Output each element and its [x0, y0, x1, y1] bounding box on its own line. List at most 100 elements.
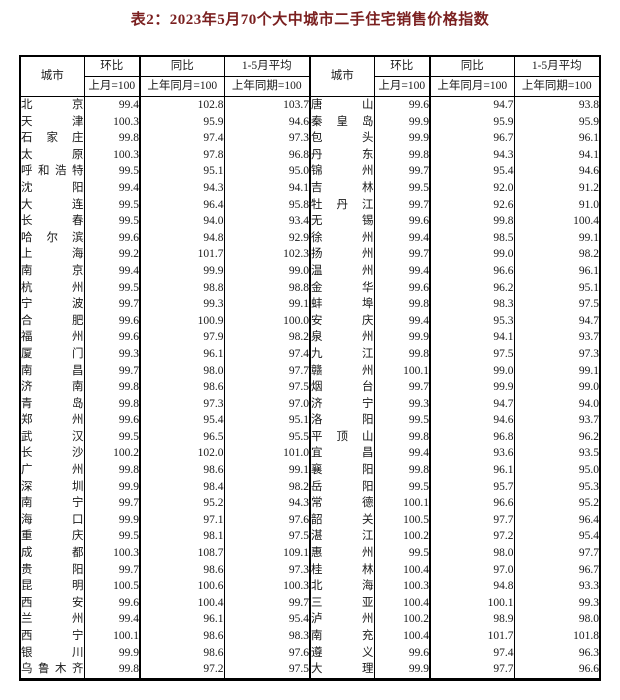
table-row: 青岛 99.8 97.3 97.0 济宁 99.3 94.7 94.0 — [19, 395, 601, 413]
avg-value-cell: 99.1 — [513, 362, 601, 380]
avg-value-cell: 95.4 — [223, 611, 311, 628]
avg-value-cell: 98.8 — [223, 279, 311, 297]
city-cell: 海口 — [19, 511, 85, 529]
avg-value-cell: 94.1 — [223, 179, 311, 197]
mom-value-cell: 99.8 — [83, 395, 141, 413]
city-cell: 广州 — [19, 462, 85, 479]
city-cell: 泸州 — [309, 611, 375, 628]
yoy-value-cell: 99.0 — [429, 246, 515, 263]
yoy-value-cell: 99.8 — [429, 213, 515, 230]
avg-value-cell: 93.4 — [223, 213, 311, 230]
city-cell: 大理 — [309, 661, 375, 680]
city-cell: 泉州 — [309, 329, 375, 346]
mom-value-cell: 100.4 — [373, 628, 431, 645]
avg-value-cell: 99.3 — [513, 594, 601, 612]
table-row: 重庆 99.5 98.1 97.5 湛江 100.2 97.2 95.4 — [19, 528, 601, 546]
header-avg-right: 1-5月平均 — [513, 55, 601, 77]
yoy-value-cell: 92.0 — [429, 179, 515, 197]
header-avg-base-left: 上年同期=100 — [223, 76, 311, 97]
yoy-value-cell: 97.4 — [429, 644, 515, 662]
header-mom-base-left: 上月=100 — [83, 76, 141, 97]
mom-value-cell: 99.4 — [83, 262, 141, 280]
city-cell: 洛阳 — [309, 412, 375, 429]
yoy-value-cell: 97.0 — [429, 561, 515, 579]
city-cell: 襄阳 — [309, 462, 375, 479]
avg-value-cell: 96.7 — [513, 561, 601, 579]
mom-value-cell: 99.8 — [83, 462, 141, 479]
yoy-value-cell: 94.7 — [429, 395, 515, 413]
mom-value-cell: 99.8 — [83, 379, 141, 396]
table-row: 沈阳 99.4 94.3 94.1 吉林 99.5 92.0 91.2 — [19, 179, 601, 197]
mom-value-cell: 99.6 — [83, 594, 141, 612]
avg-value-cell: 95.8 — [223, 196, 311, 214]
yoy-value-cell: 102.0 — [139, 445, 225, 463]
mom-value-cell: 99.7 — [373, 246, 431, 263]
mom-value-cell: 99.5 — [83, 528, 141, 546]
yoy-value-cell: 95.4 — [429, 163, 515, 180]
table-row: 广州 99.8 98.6 99.1 襄阳 99.8 96.1 95.0 — [19, 462, 601, 479]
avg-value-cell: 95.1 — [223, 412, 311, 429]
mom-value-cell: 99.5 — [373, 412, 431, 429]
yoy-value-cell: 98.3 — [429, 296, 515, 313]
yoy-value-cell: 96.6 — [429, 495, 515, 512]
yoy-value-cell: 94.8 — [139, 229, 225, 247]
avg-value-cell: 97.5 — [223, 379, 311, 396]
mom-value-cell: 99.4 — [83, 179, 141, 197]
avg-value-cell: 97.3 — [223, 130, 311, 147]
avg-value-cell: 99.0 — [513, 379, 601, 396]
avg-value-cell: 98.0 — [513, 611, 601, 628]
city-cell: 呼和浩特 — [19, 163, 85, 180]
city-cell: 岳阳 — [309, 478, 375, 496]
city-cell: 郑州 — [19, 412, 85, 429]
avg-value-cell: 97.3 — [223, 561, 311, 579]
avg-value-cell: 99.1 — [223, 296, 311, 313]
avg-value-cell: 96.1 — [513, 262, 601, 280]
avg-value-cell: 93.5 — [513, 445, 601, 463]
yoy-value-cell: 94.3 — [429, 146, 515, 164]
avg-value-cell: 99.7 — [223, 594, 311, 612]
avg-value-cell: 100.4 — [513, 213, 601, 230]
yoy-value-cell: 96.7 — [429, 130, 515, 147]
avg-value-cell: 95.9 — [513, 113, 601, 131]
mom-value-cell: 99.4 — [373, 445, 431, 463]
mom-value-cell: 99.6 — [373, 279, 431, 297]
avg-value-cell: 97.4 — [223, 345, 311, 363]
yoy-value-cell: 97.2 — [139, 661, 225, 680]
city-cell: 包头 — [309, 130, 375, 147]
mom-value-cell: 99.8 — [373, 146, 431, 164]
mom-value-cell: 100.4 — [373, 594, 431, 612]
avg-value-cell: 98.2 — [223, 478, 311, 496]
table-row: 武汉 99.5 96.5 95.5 平顶山 99.8 96.8 96.2 — [19, 428, 601, 446]
city-cell: 沈阳 — [19, 179, 85, 197]
city-cell: 徐州 — [309, 229, 375, 247]
yoy-value-cell: 94.1 — [429, 329, 515, 346]
avg-value-cell: 100.0 — [223, 312, 311, 330]
yoy-value-cell: 96.4 — [139, 196, 225, 214]
mom-value-cell: 99.6 — [83, 229, 141, 247]
city-cell: 温州 — [309, 262, 375, 280]
table-row: 海口 99.9 97.1 97.6 韶关 100.5 97.7 96.4 — [19, 511, 601, 529]
yoy-value-cell: 95.2 — [139, 495, 225, 512]
header-avg-left: 1-5月平均 — [223, 55, 311, 77]
mom-value-cell: 99.9 — [83, 478, 141, 496]
header-city-right: 城市 — [309, 55, 375, 97]
city-cell: 锦州 — [309, 163, 375, 180]
yoy-value-cell: 95.9 — [139, 113, 225, 131]
avg-value-cell: 99.0 — [223, 262, 311, 280]
yoy-value-cell: 98.6 — [139, 379, 225, 396]
mom-value-cell: 99.4 — [373, 229, 431, 247]
table-row: 哈尔滨 99.6 94.8 92.9 徐州 99.4 98.5 99.1 — [19, 229, 601, 247]
yoy-value-cell: 95.4 — [139, 412, 225, 429]
mom-value-cell: 100.5 — [373, 511, 431, 529]
city-cell: 平顶山 — [309, 428, 375, 446]
city-cell: 石家庄 — [19, 130, 85, 147]
mom-value-cell: 99.5 — [83, 428, 141, 446]
avg-value-cell: 98.2 — [223, 329, 311, 346]
yoy-value-cell: 97.7 — [429, 511, 515, 529]
mom-value-cell: 100.4 — [373, 561, 431, 579]
yoy-value-cell: 100.1 — [429, 594, 515, 612]
avg-value-cell: 93.7 — [513, 329, 601, 346]
city-cell: 重庆 — [19, 528, 85, 546]
yoy-value-cell: 100.6 — [139, 578, 225, 595]
city-cell: 昆明 — [19, 578, 85, 595]
